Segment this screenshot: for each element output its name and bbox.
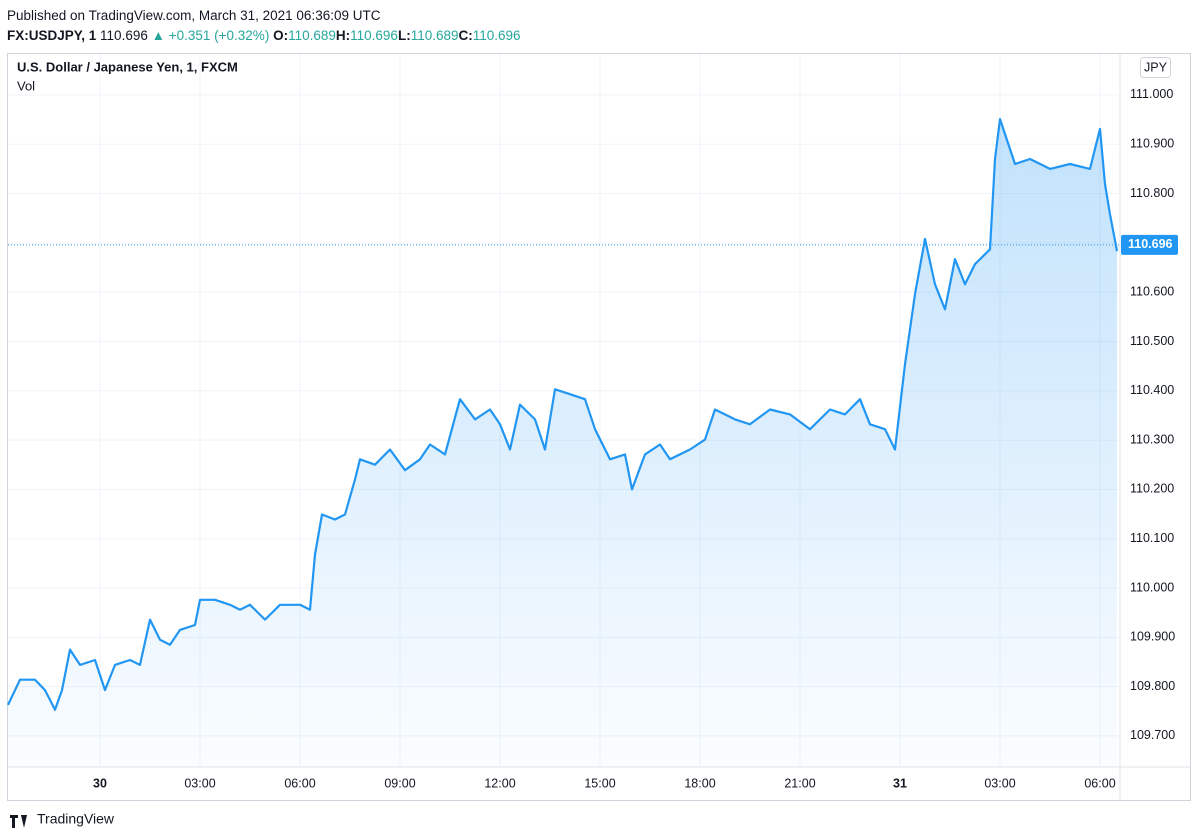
- last-price-box: [1121, 234, 1178, 255]
- currency-button[interactable]: [1140, 57, 1171, 78]
- x-tick-label: 06:00: [284, 776, 315, 790]
- ohlc-label: O:: [273, 28, 289, 43]
- last-price-label: 110.696: [1128, 237, 1173, 251]
- x-tick-label: 12:00: [484, 776, 515, 790]
- y-tick-label: 109.700: [1130, 728, 1175, 742]
- ohlc-value: 110.696: [472, 28, 521, 43]
- ohlc-value: 110.696: [350, 28, 398, 43]
- change: ▲ +0.351 (+0.32%): [151, 28, 270, 43]
- quote-line: FX:USDJPY, 1 110.696 ▲ +0.351 (+0.32%) O…: [7, 26, 521, 46]
- subtitle: Vol: [17, 78, 35, 93]
- y-tick-label: 110.500: [1130, 334, 1174, 348]
- y-tick-label: 110.900: [1130, 137, 1174, 151]
- x-tick-label: 03:00: [984, 776, 1015, 790]
- y-tick-label: 110.600: [1130, 284, 1174, 298]
- ohlc-value: 110.689: [410, 28, 459, 43]
- y-tick-label: 110.000: [1130, 580, 1174, 594]
- y-tick-label: 111.000: [1130, 87, 1173, 101]
- currency: JPY: [1144, 60, 1168, 74]
- x-tick-label: 06:00: [1084, 776, 1115, 790]
- published: Published on TradingView.com, March 31, …: [7, 8, 381, 23]
- x-tick-label: 15:00: [584, 776, 615, 790]
- ohlc-label: L:: [397, 28, 411, 43]
- symbol: FX:USDJPY, 1: [7, 28, 97, 43]
- y-tick-label: 110.800: [1130, 186, 1174, 200]
- y-tick-label: 110.100: [1130, 531, 1174, 545]
- x-tick-label: 21:00: [784, 776, 815, 790]
- x-tick-label: 09:00: [384, 776, 415, 790]
- x-tick-label: 31: [893, 776, 907, 790]
- ohlc: O:110.689H:110.696L:110.689C:110.696: [273, 28, 521, 43]
- y-tick-label: 110.200: [1130, 482, 1174, 496]
- chart-title: U.S. Dollar / Japanese Yen, 1, FXCM: [17, 59, 238, 74]
- area: [8, 119, 1117, 768]
- logo: [10, 815, 27, 828]
- y-tick-label: 110.300: [1130, 432, 1174, 446]
- chart-frame: [7, 53, 1191, 801]
- price-line: [7, 118, 1119, 711]
- y-tick-label: 109.800: [1130, 679, 1175, 693]
- ohlc-label: H:: [335, 28, 351, 43]
- header: Published on TradingView.com, March 31, …: [7, 6, 521, 46]
- x-tick-label: 30: [93, 776, 107, 790]
- ohlc-label: C:: [458, 28, 473, 43]
- ohlc-value: 110.689: [288, 28, 336, 43]
- y-tick-label: 110.400: [1130, 383, 1174, 397]
- x-tick-label: 18:00: [684, 776, 715, 790]
- last: 110.696: [100, 28, 148, 43]
- x-tick-label: 03:00: [184, 776, 215, 790]
- footer: TradingView: [37, 811, 115, 827]
- y-tick-label: 109.900: [1130, 630, 1175, 644]
